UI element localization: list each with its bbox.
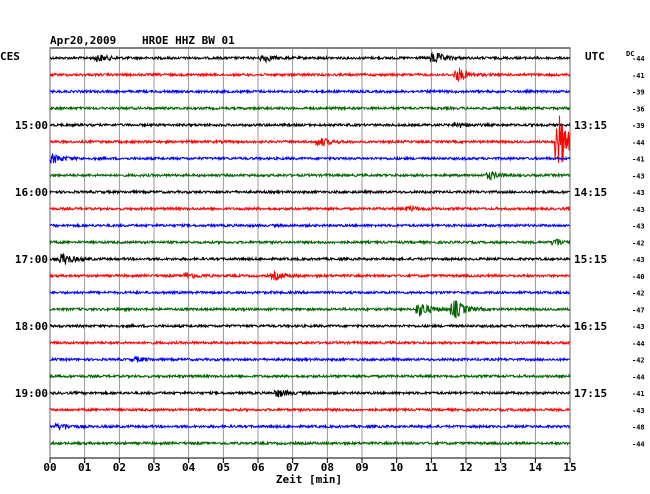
x-tick-label: 03 [147,461,160,474]
x-tick-label: 14 [529,461,543,474]
dc-offset-label: -42 [632,290,645,298]
trace-line [49,204,571,212]
right-time-label: 14:15 [574,186,607,199]
trace-line [49,440,571,447]
x-tick-label: 08 [321,461,334,474]
left-time-label: 19:00 [15,387,48,400]
dc-offset-label: -43 [632,223,645,231]
trace-line [49,300,571,319]
x-tick-label: 06 [251,461,265,474]
trace-line [49,115,571,163]
trace-line [49,88,571,95]
dc-offset-label: -44 [632,373,645,381]
dc-offset-label: -43 [632,206,645,214]
x-tick-label: 00 [43,461,56,474]
x-tick-label: 04 [182,461,196,474]
x-tick-label: 01 [78,461,92,474]
left-time-label: 17:00 [15,253,48,266]
dc-offset-label: -42 [632,239,645,247]
trace-line [49,373,571,380]
date-label: Apr20,2009 [50,34,116,47]
dc-header-label: DC [626,50,634,58]
dc-offset-label: -43 [632,172,645,180]
dc-offset-label: -47 [632,306,645,314]
station-title: HROE HHZ BW 01 [142,34,235,47]
right-time-label: 13:15 [574,119,607,132]
x-tick-label: 11 [425,461,439,474]
x-tick-label: 15 [563,461,576,474]
right-time-label: 15:15 [574,253,607,266]
x-tick-label: 10 [390,461,403,474]
dc-offset-label: -41 [632,156,645,164]
right-timezone-label: UTC [585,50,605,63]
dc-offset-label: -43 [632,256,645,264]
x-tick-label: 02 [113,461,126,474]
dc-offset-label: -44 [632,55,645,63]
x-axis-title: Zeit [min] [276,473,342,486]
trace-line [49,355,571,363]
x-tick-label: 13 [494,461,507,474]
left-time-label: 18:00 [15,320,48,333]
trace-line [49,388,571,398]
x-tick-label: 09 [355,461,368,474]
dc-offset-label: -44 [632,139,645,147]
grid-lines [49,47,571,463]
trace-line [49,289,571,296]
trace-line [49,322,571,330]
left-time-label: 15:00 [15,119,48,132]
trace-line [49,270,571,282]
dc-offset-label: -44 [632,340,645,348]
dc-offset-label: -39 [632,89,645,97]
trace-line [49,406,571,413]
dc-offset-label: -42 [632,357,645,365]
dc-offset-label: -43 [632,407,645,415]
x-tick-label: 12 [459,461,472,474]
x-tick-label: 05 [217,461,230,474]
trace-line [49,188,571,195]
trace-line [49,152,571,164]
dc-offset-label: -43 [632,189,645,197]
dc-offset-label: -43 [632,323,645,331]
trace-line [49,422,571,431]
trace-line [49,252,571,265]
axis-labels: 00 01 02 03 04 05 06 07 08 09 10 11 12 13 14 15 -44 -41 -3… [15,55,645,474]
trace-line [49,339,571,346]
x-tick-label: 07 [286,461,299,474]
seismic-traces [49,51,571,447]
trace-line [49,121,571,129]
trace-line [49,51,571,64]
right-time-label: 16:15 [574,320,607,333]
left-time-label: 16:00 [15,186,48,199]
trace-line [49,222,571,229]
dc-offset-label: -48 [632,424,645,432]
right-time-label: 17:15 [574,387,607,400]
trace-line [49,170,571,182]
dc-offset-label: -41 [632,72,645,80]
dc-offset-label: -39 [632,122,645,130]
dc-offset-label: -41 [632,390,645,398]
trace-line [49,105,571,112]
dc-offset-label: -40 [632,273,645,281]
dc-offset-label: -44 [632,440,645,448]
trace-line [49,238,571,246]
left-timezone-label: CES [0,50,20,63]
dc-offset-label: -36 [632,105,645,113]
trace-line [49,67,571,82]
